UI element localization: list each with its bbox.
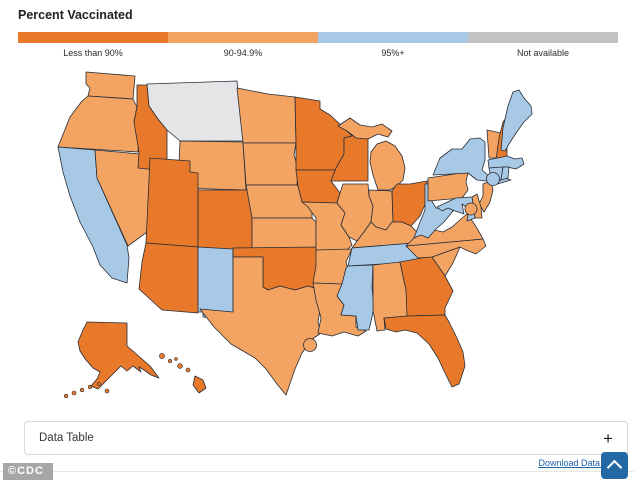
state-nm[interactable]: [197, 246, 234, 319]
legend-segment-lt90: [18, 32, 168, 43]
legend-segment-na: [468, 32, 618, 43]
state-mi[interactable]: [337, 117, 393, 140]
state-hi-island[interactable]: [167, 358, 173, 364]
city-marker-houston-area[interactable]: [303, 338, 317, 352]
legend-segment-95plus: [318, 32, 468, 43]
state-me[interactable]: [500, 89, 533, 152]
legend: Less than 90% 90-94.9% 95%+ Not available: [18, 32, 618, 58]
state-fl[interactable]: [383, 314, 466, 388]
data-table-expander[interactable]: Data Table +: [24, 421, 628, 455]
state-nd[interactable]: [236, 87, 297, 144]
state-ak-island[interactable]: [79, 387, 85, 393]
state-ak-island[interactable]: [97, 382, 101, 386]
divider-line: [0, 471, 634, 472]
state-sd[interactable]: [242, 142, 299, 186]
city-marker-nyc-area[interactable]: [486, 172, 500, 186]
state-pa[interactable]: [427, 171, 469, 202]
state-hi-island[interactable]: [159, 353, 165, 359]
city-marker-dc-area[interactable]: [464, 202, 478, 216]
state-ms[interactable]: [336, 264, 375, 331]
state-hi[interactable]: [192, 375, 207, 394]
state-hi-island[interactable]: [185, 367, 191, 373]
legend-labels: Less than 90% 90-94.9% 95%+ Not available: [18, 48, 618, 58]
legend-color-bar: [18, 32, 618, 43]
state-ak-island[interactable]: [71, 390, 77, 396]
state-co[interactable]: [197, 189, 253, 251]
state-ak-island[interactable]: [63, 393, 69, 399]
legend-label-90-94: 90-94.9%: [223, 48, 263, 58]
state-mi[interactable]: [369, 140, 406, 191]
state-wv[interactable]: [413, 183, 454, 239]
state-ut[interactable]: [145, 157, 199, 248]
plus-icon[interactable]: +: [603, 428, 613, 448]
legend-segment-90-94: [168, 32, 318, 43]
back-to-top-button[interactable]: [601, 452, 628, 479]
legend-label-95plus: 95%+: [381, 48, 405, 58]
legend-label-na: Not available: [516, 48, 570, 58]
state-wa[interactable]: [85, 71, 136, 100]
state-nc[interactable]: [405, 238, 487, 259]
page-title: Percent Vaccinated: [18, 8, 133, 22]
state-ak-island[interactable]: [104, 388, 110, 394]
legend-label-lt90: Less than 90%: [63, 48, 123, 58]
chevron-up-icon: [606, 459, 623, 476]
state-or[interactable]: [57, 95, 140, 153]
cdc-watermark: ©CDC: [3, 463, 53, 480]
state-hi-island[interactable]: [174, 357, 178, 361]
state-ri[interactable]: [500, 166, 510, 181]
state-ny[interactable]: [432, 137, 491, 182]
state-ks[interactable]: [251, 217, 317, 249]
state-ak[interactable]: [77, 321, 160, 390]
download-csv-link[interactable]: Download Data (CSV): [538, 458, 627, 468]
state-az[interactable]: [138, 242, 199, 314]
data-table-label: Data Table: [39, 432, 94, 444]
state-ak-island[interactable]: [87, 384, 93, 390]
state-hi-island[interactable]: [177, 363, 183, 369]
